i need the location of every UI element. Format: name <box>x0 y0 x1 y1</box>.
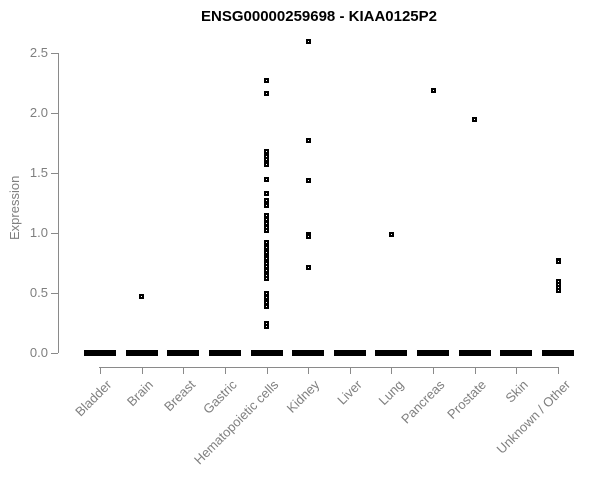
data-point <box>264 190 270 196</box>
x-axis-tick <box>433 367 435 374</box>
zero-expression-cluster <box>417 350 450 356</box>
x-axis-category-label: Gastric <box>199 377 240 417</box>
y-axis-tick-label: 2.0 <box>29 105 48 120</box>
data-point <box>305 265 311 271</box>
y-axis-tick <box>51 113 58 114</box>
x-axis-category-label: Prostate <box>444 377 490 422</box>
x-axis-tick <box>183 367 185 374</box>
data-point <box>264 162 270 168</box>
data-point <box>305 234 311 240</box>
x-axis-tick <box>266 367 268 374</box>
data-point <box>555 288 561 294</box>
zero-expression-cluster <box>458 350 491 356</box>
data-point <box>472 116 478 122</box>
y-axis-tick <box>51 233 58 234</box>
x-axis-tick <box>141 367 143 374</box>
zero-expression-cluster <box>500 350 533 356</box>
zero-expression-cluster <box>84 350 116 356</box>
y-axis-tick <box>51 353 58 354</box>
data-point <box>264 240 270 246</box>
data-point <box>264 78 270 84</box>
y-axis-tick-label: 0.5 <box>29 285 48 300</box>
x-axis-category-label: Unknown / Other <box>493 377 573 457</box>
x-axis-tick <box>391 367 393 374</box>
data-point <box>264 148 270 154</box>
x-axis-category-label: Kidney <box>284 377 323 416</box>
x-axis-tick <box>516 367 518 374</box>
y-axis-tick <box>51 53 58 54</box>
zero-expression-cluster <box>542 350 575 356</box>
x-axis-category-label: Liver <box>333 377 365 408</box>
x-axis-tick <box>349 367 351 374</box>
data-point <box>264 198 270 204</box>
data-point <box>264 244 270 250</box>
data-point <box>264 255 270 261</box>
zero-expression-cluster <box>167 350 200 356</box>
y-axis-tick-label: 0.0 <box>29 345 48 360</box>
data-point <box>430 87 436 93</box>
y-axis-tick <box>51 293 58 294</box>
x-axis-tick <box>100 367 101 374</box>
data-point <box>264 290 270 296</box>
x-axis-category-label: Lung <box>375 377 407 409</box>
data-point <box>264 324 270 330</box>
x-axis-tick <box>224 367 226 374</box>
data-point <box>264 249 270 255</box>
zero-expression-cluster <box>292 350 325 356</box>
data-point <box>139 294 145 300</box>
data-point <box>264 303 270 309</box>
zero-expression-cluster <box>125 350 158 356</box>
zero-expression-cluster <box>208 350 241 356</box>
zero-expression-cluster <box>333 350 366 356</box>
data-point <box>305 177 311 183</box>
x-axis-tick <box>558 367 560 374</box>
zero-expression-cluster <box>250 350 283 356</box>
data-point <box>388 231 394 237</box>
data-point <box>264 267 270 273</box>
data-point <box>555 259 561 265</box>
data-point <box>264 157 270 163</box>
y-axis-line <box>58 53 59 353</box>
x-axis-tick <box>474 367 476 374</box>
x-axis-category-label: Skin <box>502 377 532 406</box>
data-point <box>264 228 270 234</box>
data-point <box>305 38 311 44</box>
zero-expression-cluster <box>375 350 408 356</box>
x-axis-line <box>99 367 560 368</box>
data-point <box>264 91 270 97</box>
y-axis-tick <box>51 173 58 174</box>
data-point <box>264 176 270 182</box>
chart-title: ENSG00000259698 - KIAA0125P2 <box>201 8 437 25</box>
x-axis-category-label: Bladder <box>72 377 115 420</box>
y-axis-tick-label: 1.0 <box>29 225 48 240</box>
data-point <box>264 202 270 208</box>
data-point <box>264 276 270 282</box>
data-point <box>305 138 311 144</box>
data-point <box>264 212 270 218</box>
data-point <box>264 295 270 301</box>
x-axis-category-label: Breast <box>160 377 198 415</box>
y-axis-tick-label: 1.5 <box>29 165 48 180</box>
x-axis-tick <box>308 367 310 374</box>
y-axis-tick-label: 2.5 <box>29 45 48 60</box>
x-axis-category-label: Pancreas <box>398 377 448 427</box>
x-axis-category-label: Brain <box>124 377 157 410</box>
